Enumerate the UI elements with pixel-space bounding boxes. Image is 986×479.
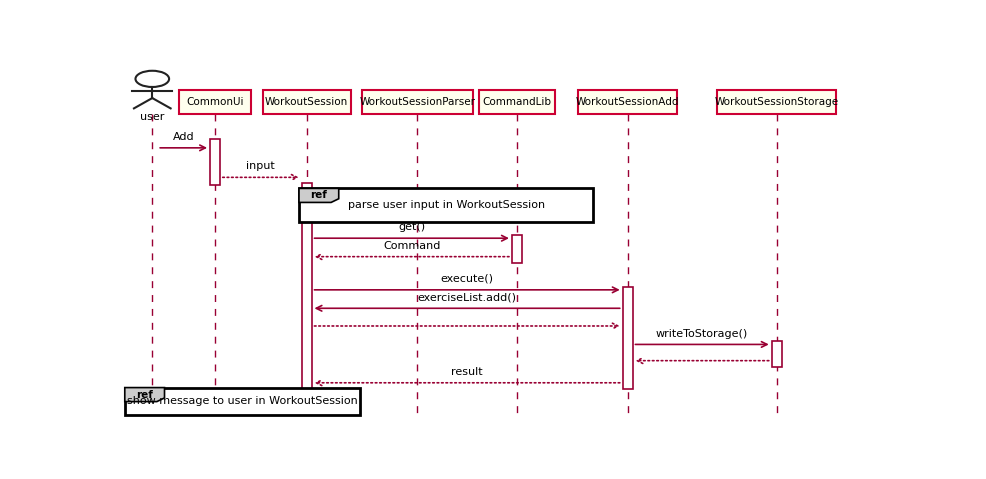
- Text: Add: Add: [173, 132, 194, 142]
- Text: WorkoutSessionStorage: WorkoutSessionStorage: [715, 97, 839, 107]
- Text: input: input: [246, 161, 275, 171]
- Text: Command: Command: [383, 241, 441, 251]
- Bar: [178, 90, 251, 114]
- Bar: [718, 90, 836, 114]
- Text: WorkoutSession: WorkoutSession: [265, 97, 348, 107]
- Bar: [262, 90, 351, 114]
- Bar: [299, 188, 594, 222]
- Text: WorkoutSessionParser: WorkoutSessionParser: [360, 97, 475, 107]
- Bar: [512, 235, 522, 263]
- Text: ref: ref: [311, 191, 327, 200]
- Text: ref: ref: [136, 389, 153, 399]
- Polygon shape: [125, 388, 165, 401]
- Bar: [622, 287, 633, 389]
- Bar: [210, 139, 220, 185]
- Polygon shape: [299, 188, 339, 203]
- Text: CommandLib: CommandLib: [482, 97, 551, 107]
- Text: user: user: [140, 112, 165, 122]
- Text: WorkoutSessionAdd: WorkoutSessionAdd: [576, 97, 679, 107]
- Bar: [578, 90, 677, 114]
- Text: show message to user in WorkoutSession: show message to user in WorkoutSession: [127, 396, 358, 406]
- Text: exerciseList.add(): exerciseList.add(): [418, 292, 517, 302]
- Text: result: result: [452, 367, 483, 377]
- Bar: [478, 90, 555, 114]
- Text: CommonUi: CommonUi: [186, 97, 244, 107]
- Bar: [772, 342, 782, 366]
- Text: writeToStorage(): writeToStorage(): [656, 329, 748, 339]
- Bar: [125, 388, 360, 414]
- Bar: [302, 183, 312, 391]
- Text: get(): get(): [398, 222, 425, 232]
- Text: parse user input in WorkoutSession: parse user input in WorkoutSession: [347, 200, 544, 210]
- Text: execute(): execute(): [441, 274, 494, 284]
- Bar: [362, 90, 473, 114]
